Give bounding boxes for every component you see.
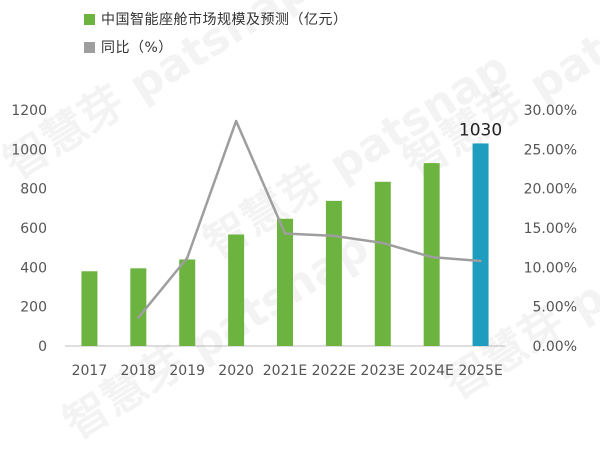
bar	[228, 234, 245, 346]
y-left-tick-label: 600	[20, 221, 47, 237]
legend-swatch-line	[84, 41, 95, 53]
legend-label: 中国智能座舱市场规模及预测（亿元）	[101, 12, 348, 28]
bar	[325, 200, 342, 346]
yoy-point	[137, 316, 140, 319]
yoy-line	[137, 119, 481, 319]
x-tick-label: 2022E	[312, 363, 356, 379]
yoy-point	[332, 234, 336, 238]
chart-legend: 中国智能座舱市场规模及预测（亿元） 同比（%）	[84, 8, 348, 64]
x-tick-label: 2023E	[361, 363, 405, 379]
y-right-tick-label: 0.00%	[533, 339, 577, 355]
y-right-tick-label: 25.00%	[524, 142, 577, 158]
y-right-tick-label: 5.00%	[533, 300, 577, 316]
x-tick-label: 2018	[121, 363, 157, 379]
combo-chart: 0 200 400 600 800 1000 1200 0.00% 5.00% 10.00% 15.…	[11, 103, 577, 379]
bar	[277, 218, 293, 346]
bar-data-label: 1030	[459, 120, 502, 140]
yoy-point	[283, 232, 287, 235]
bar	[423, 163, 440, 346]
y-left-tick-label: 1000	[11, 142, 47, 158]
x-tick-label: 2024E	[409, 363, 453, 379]
x-tick-label: 2021E	[263, 363, 307, 379]
yoy-point	[234, 119, 238, 123]
y-left-tick-label: 800	[20, 182, 47, 198]
y-right-tick-label: 30.00%	[524, 103, 577, 119]
bar	[179, 259, 196, 346]
legend-item-market-size: 中国智能座舱市场规模及预测（亿元）	[84, 8, 348, 30]
y-left-tick-label: 400	[20, 260, 47, 276]
y-right-tick-label: 15.00%	[524, 221, 577, 237]
yoy-point	[479, 259, 482, 263]
y-right-tick-label: 10.00%	[524, 260, 577, 276]
legend-label: 同比（%）	[101, 40, 173, 56]
y-right-tick-label: 20.00%	[524, 182, 577, 198]
yoy-point	[186, 256, 189, 260]
bar	[81, 271, 98, 346]
x-tick-label: 2025E	[458, 363, 502, 379]
y-left-tick-label: 1200	[11, 103, 47, 119]
x-tick-label: 2020	[218, 363, 254, 379]
yoy-point	[381, 241, 384, 245]
y-left-tick-label: 200	[20, 300, 47, 316]
bar	[472, 143, 489, 346]
legend-item-yoy: 同比（%）	[84, 36, 348, 58]
bar	[130, 268, 147, 346]
x-tick-label: 2019	[169, 363, 205, 379]
y-left-tick-label: 0	[38, 339, 47, 355]
bar	[374, 181, 391, 346]
yoy-point	[430, 255, 433, 259]
x-tick-label: 2017	[72, 363, 108, 379]
legend-swatch-bar	[84, 13, 95, 25]
